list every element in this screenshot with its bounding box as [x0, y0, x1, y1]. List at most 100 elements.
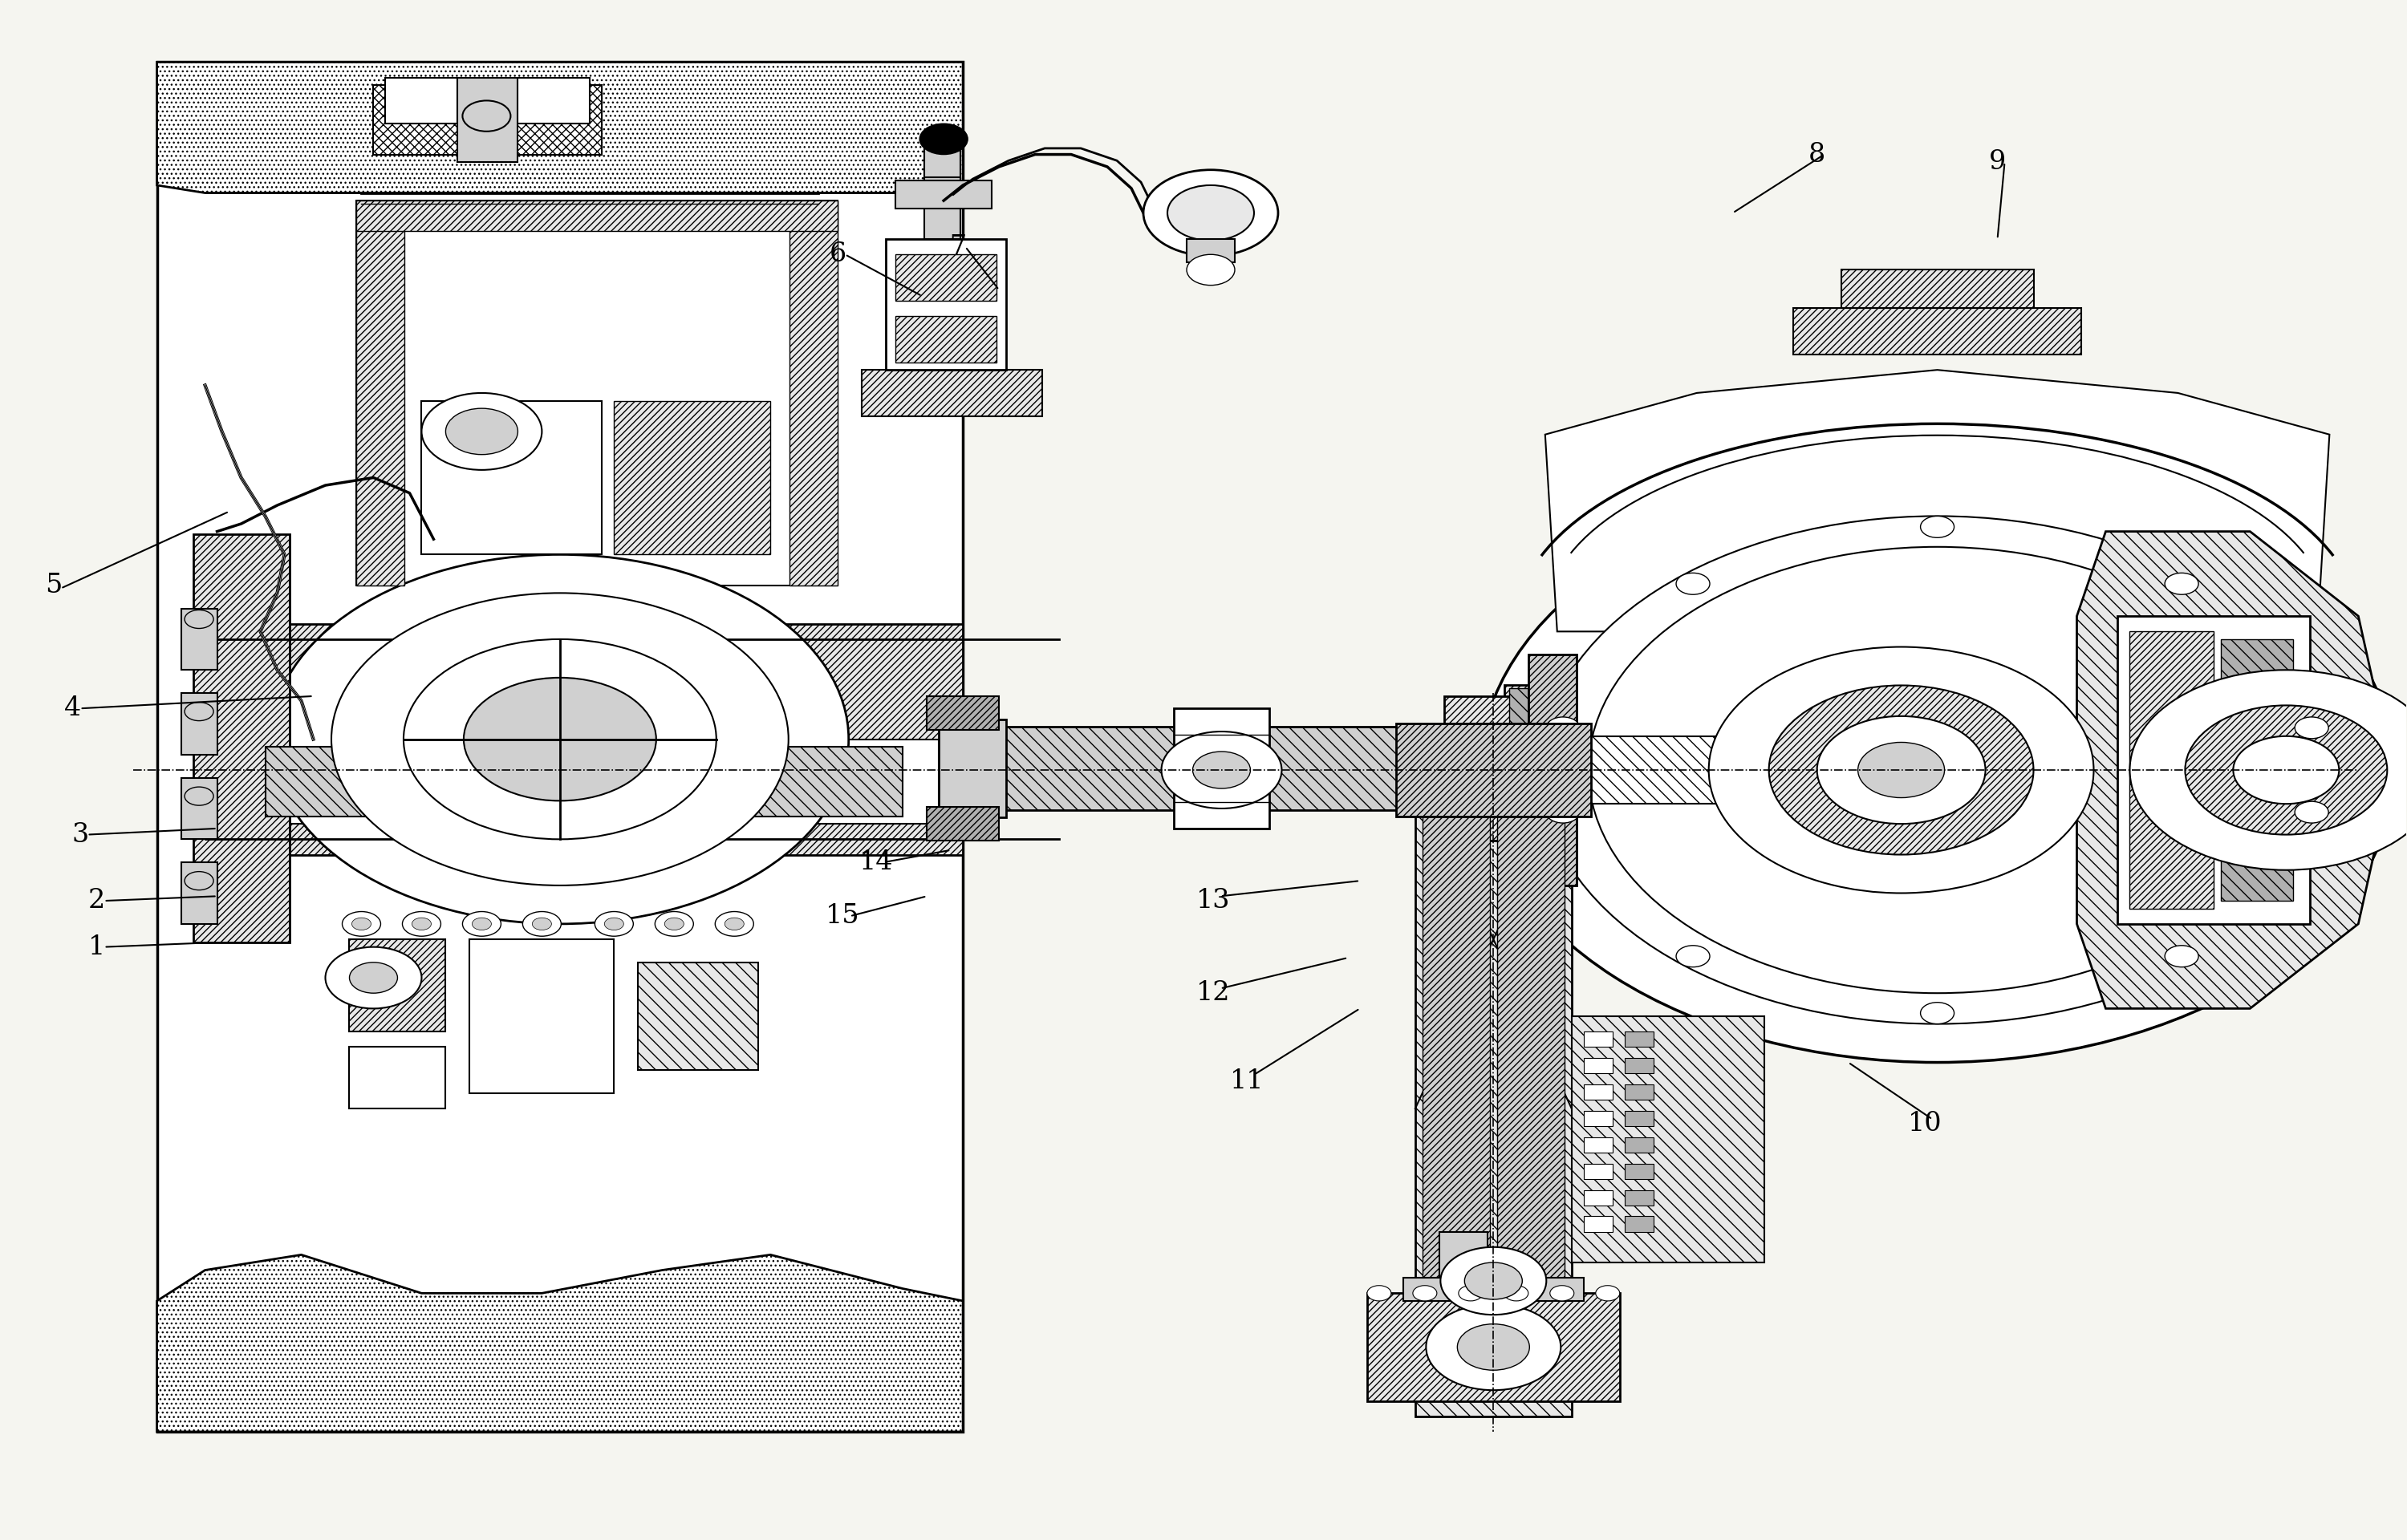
Circle shape [404, 639, 717, 839]
Text: 12: 12 [1196, 981, 1230, 1006]
Bar [1584, 1110, 1613, 1126]
Circle shape [342, 912, 380, 936]
Bar [421, 400, 602, 554]
Circle shape [1545, 801, 1579, 822]
Circle shape [185, 872, 214, 890]
Bar [1509, 688, 1548, 750]
Circle shape [1769, 685, 2034, 855]
Bar [356, 200, 838, 585]
Bar [193, 534, 289, 942]
Bar [895, 254, 996, 300]
Bar [924, 146, 960, 239]
Text: 2: 2 [89, 889, 106, 913]
Bar [1444, 696, 1516, 841]
Circle shape [1675, 946, 1709, 967]
Circle shape [715, 912, 753, 936]
Circle shape [1921, 1003, 1954, 1024]
Bar [469, 939, 614, 1093]
Circle shape [919, 123, 968, 154]
Circle shape [2234, 736, 2340, 804]
Circle shape [595, 912, 633, 936]
Bar [1625, 1190, 1654, 1206]
Bar [614, 400, 770, 554]
Circle shape [1439, 1247, 1545, 1315]
Text: 9: 9 [1988, 149, 2005, 176]
Bar [1439, 1232, 1488, 1278]
Bar [862, 370, 1042, 416]
Bar [1625, 1032, 1654, 1047]
Circle shape [465, 678, 657, 801]
Circle shape [1545, 718, 1579, 739]
Bar [999, 727, 1444, 810]
Bar [1584, 1137, 1613, 1152]
Circle shape [604, 918, 623, 930]
Circle shape [402, 912, 440, 936]
Bar [2222, 639, 2294, 901]
Bar [1841, 270, 2034, 308]
Bar [1497, 785, 1565, 1401]
Bar [181, 693, 217, 755]
Text: 8: 8 [1808, 142, 1825, 168]
Circle shape [655, 912, 693, 936]
Circle shape [2186, 705, 2388, 835]
Circle shape [421, 393, 542, 470]
Circle shape [332, 593, 789, 886]
Circle shape [1589, 547, 2287, 993]
Circle shape [462, 912, 501, 936]
Bar [229, 739, 939, 824]
Bar [156, 62, 963, 1432]
Bar [1625, 1058, 1654, 1073]
Text: 14: 14 [859, 850, 893, 875]
Circle shape [185, 702, 214, 721]
Text: 6: 6 [830, 242, 847, 268]
Circle shape [325, 947, 421, 1009]
Text: 1: 1 [89, 935, 106, 959]
Text: 10: 10 [1909, 1112, 1942, 1137]
Bar [457, 77, 518, 162]
Bar [1625, 1084, 1654, 1100]
Bar [924, 146, 960, 177]
Bar [356, 200, 838, 231]
Polygon shape [156, 62, 963, 192]
Bar [927, 807, 999, 841]
Text: 13: 13 [1196, 889, 1230, 913]
Polygon shape [2077, 531, 2383, 1009]
Bar [385, 77, 457, 123]
Bar [1504, 685, 1553, 855]
Circle shape [1187, 254, 1235, 285]
Circle shape [1675, 573, 1709, 594]
Circle shape [522, 912, 561, 936]
Bar [1572, 1016, 1764, 1263]
Bar [1625, 1110, 1654, 1126]
Bar [2118, 616, 2311, 924]
Bar [1423, 785, 1490, 1401]
Circle shape [2130, 670, 2407, 870]
Circle shape [1504, 1286, 1528, 1301]
Circle shape [1143, 169, 1278, 256]
Circle shape [1921, 516, 1954, 537]
Bar [895, 316, 996, 362]
Bar [349, 1047, 445, 1109]
Bar [181, 778, 217, 839]
Circle shape [1456, 1324, 1528, 1371]
Circle shape [1167, 185, 1254, 240]
Bar [1584, 1084, 1613, 1100]
Bar [181, 608, 217, 670]
Circle shape [2294, 801, 2328, 822]
Circle shape [462, 100, 510, 131]
Bar [1175, 708, 1268, 829]
Circle shape [1367, 1286, 1391, 1301]
Circle shape [2164, 573, 2198, 594]
Bar [181, 862, 217, 924]
Circle shape [349, 962, 397, 993]
Circle shape [725, 918, 744, 930]
Circle shape [1425, 1304, 1560, 1391]
Bar [1625, 1164, 1654, 1180]
Circle shape [1194, 752, 1249, 788]
Bar [1528, 654, 1577, 886]
Circle shape [1540, 516, 2335, 1024]
Bar [1793, 308, 2082, 354]
Circle shape [532, 918, 551, 930]
Circle shape [1463, 1263, 1521, 1300]
Text: 4: 4 [65, 696, 82, 721]
